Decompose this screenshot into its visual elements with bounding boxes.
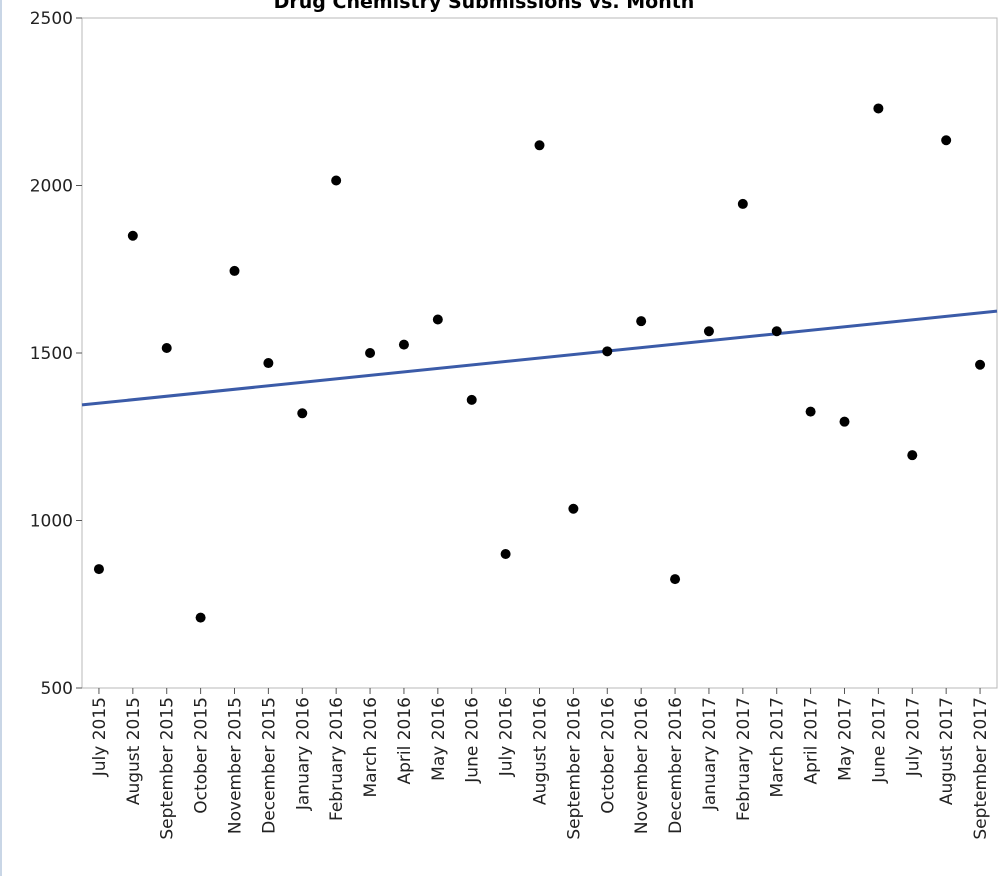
y-axis: 500 1000 1500 2000 2500 [30,9,82,699]
data-point [568,503,579,514]
y-tick-label: 1000 [30,512,73,532]
data-point [398,339,409,350]
x-axis: July 2015 August 2015 September 2015 Octobe… [90,688,991,840]
data-point [941,135,952,146]
data-point [331,175,342,186]
x-tick-label: May 2017 [836,697,856,781]
data-point [737,198,748,209]
x-tick-label: July 2015 [90,697,110,777]
x-tick-label: January 2017 [700,697,720,811]
data-point [805,406,816,417]
data-point [297,408,308,419]
x-tick-label: April 2017 [802,697,822,785]
x-tick-label: August 2015 [124,697,144,805]
x-tick-label: September 2017 [971,697,991,840]
y-tick-label: 1500 [30,344,73,364]
x-tick-label: March 2016 [361,697,381,798]
data-point [127,230,138,241]
data-point [839,416,850,427]
x-tick-label: July 2016 [497,697,517,777]
data-point [670,574,681,585]
data-points [93,103,986,623]
x-tick-label: December 2016 [666,697,686,834]
x-tick-label: May 2016 [429,697,449,781]
trend-line [81,309,998,407]
x-tick-label: February 2016 [327,697,347,821]
x-tick-label: June 2017 [869,697,889,784]
x-tick-label: January 2016 [293,697,313,811]
data-point [703,326,714,337]
x-tick-label: November 2015 [226,697,246,834]
data-point [873,103,884,114]
x-tick-label: November 2016 [632,697,652,834]
data-point [975,359,986,370]
x-tick-label: April 2016 [395,697,415,785]
data-point [907,450,918,461]
data-point [500,549,511,559]
chart-title: Drug Chemistry Submissions vs. Month [274,0,695,13]
data-point [161,342,172,353]
x-tick-label: August 2017 [937,697,957,805]
x-tick-label: August 2016 [531,697,551,805]
data-point [195,612,206,623]
x-tick-label: October 2016 [598,697,618,814]
y-tick-label: 2000 [30,177,73,197]
data-point [771,326,782,337]
x-tick-label: December 2015 [259,697,279,834]
data-point [229,265,240,276]
data-point [365,348,376,358]
data-point [534,140,545,151]
data-point [466,394,477,405]
x-tick-label: June 2016 [463,697,483,784]
x-tick-label: October 2015 [192,697,212,814]
data-point [636,316,647,327]
x-tick-label: March 2017 [768,697,788,798]
data-point [263,358,274,369]
data-point [432,314,443,325]
plot-area [81,17,998,689]
y-tick-label: 2500 [30,9,73,29]
data-point [93,564,104,575]
x-tick-label: September 2016 [564,697,584,840]
data-point [602,346,613,357]
x-tick-label: July 2017 [903,697,923,777]
y-tick-label: 500 [41,679,73,699]
x-tick-label: February 2017 [734,697,754,821]
x-tick-label: September 2015 [158,697,178,840]
